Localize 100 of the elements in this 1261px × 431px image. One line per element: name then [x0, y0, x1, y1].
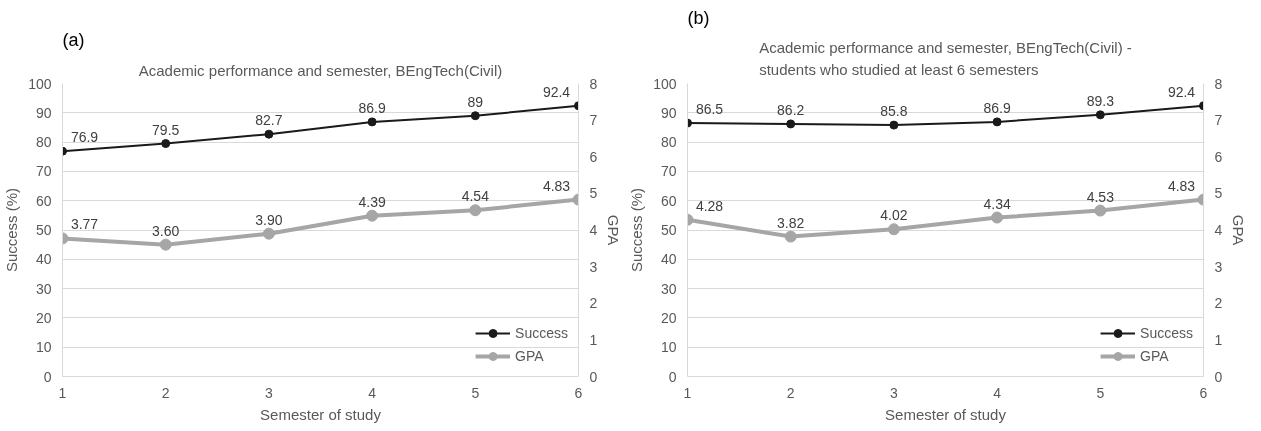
y2-tick-label: 3 — [589, 258, 598, 275]
y-tick-label: 20 — [660, 309, 677, 326]
data-label: 4.39 — [358, 193, 386, 210]
data-label: 86.2 — [777, 101, 805, 118]
x-tick-label: 3 — [265, 384, 274, 401]
y-tick-label: 70 — [35, 163, 52, 180]
point — [161, 139, 171, 149]
y2-tick-label: 0 — [1214, 368, 1223, 385]
y-tick-label: 60 — [35, 192, 52, 209]
y2-axis-title: GPA — [1230, 214, 1248, 246]
x-tick-label: 6 — [574, 384, 583, 401]
x-axis-title: Semester of study — [260, 405, 382, 423]
point — [366, 209, 379, 222]
data-label: 79.5 — [152, 121, 180, 138]
x-tick-label: 1 — [683, 384, 692, 401]
data-label: 4.02 — [880, 207, 908, 224]
data-label: 86.9 — [983, 99, 1011, 116]
point — [159, 238, 172, 251]
y-tick-label: 60 — [660, 192, 677, 209]
point — [887, 223, 900, 236]
y-tick-label: 0 — [43, 368, 52, 385]
point — [992, 117, 1002, 127]
y2-tick-label: 2 — [1214, 295, 1223, 312]
y-tick-label: 30 — [35, 280, 52, 297]
text: (b) — [687, 7, 710, 28]
chart-title: Academic performance and semester, BEngTech(Civil) — [138, 61, 503, 79]
y2-tick-label: 5 — [1214, 185, 1223, 202]
data-label: 92.4 — [1167, 83, 1196, 100]
data-label: 89 — [467, 93, 484, 110]
y-tick-label: 20 — [35, 309, 52, 326]
y2-tick-label: 2 — [589, 295, 598, 312]
point — [367, 117, 377, 127]
data-label: 89.3 — [1086, 92, 1115, 109]
y2-tick-label: 8 — [1214, 75, 1223, 92]
data-label: 3.90 — [255, 211, 283, 228]
x-tick-label: 6 — [1199, 384, 1208, 401]
y-tick-label: 50 — [35, 222, 52, 238]
data-label: 76.9 — [70, 129, 99, 146]
y2-tick-label: 7 — [1214, 112, 1223, 129]
point — [1094, 204, 1107, 217]
data-label: 92.4 — [542, 83, 571, 100]
y2-tick-label: 3 — [1214, 258, 1223, 275]
data-label: 3.82 — [777, 214, 805, 231]
legend-label: GPA — [1140, 348, 1169, 364]
data-label: 4.34 — [983, 195, 1011, 212]
data-label: 3.60 — [152, 222, 180, 239]
y2-tick-label: 8 — [589, 75, 598, 92]
point — [784, 230, 797, 243]
y2-tick-label: 6 — [1214, 148, 1223, 165]
x-tick-label: 3 — [890, 384, 899, 401]
y-tick-label: 100 — [28, 75, 52, 92]
y-tick-label: 0 — [668, 368, 677, 385]
chart-title: Academic performance and semester, BEngTech(Civil) - students who studied at least 6 semesters — [759, 39, 1132, 79]
y-tick-label: 100 — [653, 75, 677, 92]
y-tick-label: 10 — [35, 339, 52, 356]
y-tick-label: 90 — [35, 104, 52, 121]
data-label: 3.77 — [70, 216, 99, 233]
data-label: 85.8 — [880, 103, 908, 120]
point — [262, 227, 275, 240]
point — [470, 111, 480, 121]
x-axis-title: Semester of study — [885, 405, 1007, 423]
x-tick-label: 1 — [58, 384, 67, 401]
y2-tick-label: 4 — [1214, 222, 1223, 238]
y2-tick-label: 4 — [589, 222, 598, 238]
y2-axis-title: GPA — [605, 214, 623, 246]
x-tick-label: 5 — [1096, 384, 1105, 401]
y-tick-label: 80 — [35, 134, 52, 151]
y-axis-title: Success (%) — [628, 187, 646, 273]
data-label: 86.5 — [695, 101, 724, 118]
point — [1095, 110, 1105, 120]
y-tick-label: 30 — [660, 280, 677, 297]
point — [469, 204, 482, 217]
y-tick-label: 40 — [660, 251, 677, 268]
x-tick-label: 2 — [786, 384, 795, 401]
point — [889, 120, 899, 130]
x-tick-label: 2 — [161, 384, 170, 401]
y2-tick-label: 6 — [589, 148, 598, 165]
data-label: 4.28 — [695, 197, 724, 214]
y2-tick-label: 5 — [589, 185, 598, 202]
point — [786, 119, 796, 129]
legend-label: Success — [1140, 325, 1193, 341]
data-label: 4.83 — [1167, 177, 1196, 194]
y2-tick-label: 7 — [589, 112, 598, 129]
y2-tick-label: 0 — [589, 368, 598, 385]
legend-label: GPA — [515, 348, 544, 364]
y2-tick-label: 1 — [589, 331, 598, 348]
data-label: 4.54 — [461, 188, 490, 205]
x-tick-label: 4 — [368, 384, 377, 401]
x-tick-label: 5 — [471, 384, 480, 401]
legend-label: Success — [515, 325, 568, 341]
data-label: 82.7 — [255, 112, 283, 129]
y-tick-label: 50 — [660, 222, 677, 238]
data-label: 4.53 — [1086, 188, 1115, 205]
y-tick-label: 70 — [660, 163, 677, 180]
text: (a) — [62, 29, 85, 50]
y-tick-label: 10 — [660, 339, 677, 356]
y2-tick-label: 1 — [1214, 331, 1223, 348]
y-tick-label: 40 — [35, 251, 52, 268]
y-axis-title: Success (%) — [3, 187, 21, 273]
y-tick-label: 80 — [660, 134, 677, 151]
